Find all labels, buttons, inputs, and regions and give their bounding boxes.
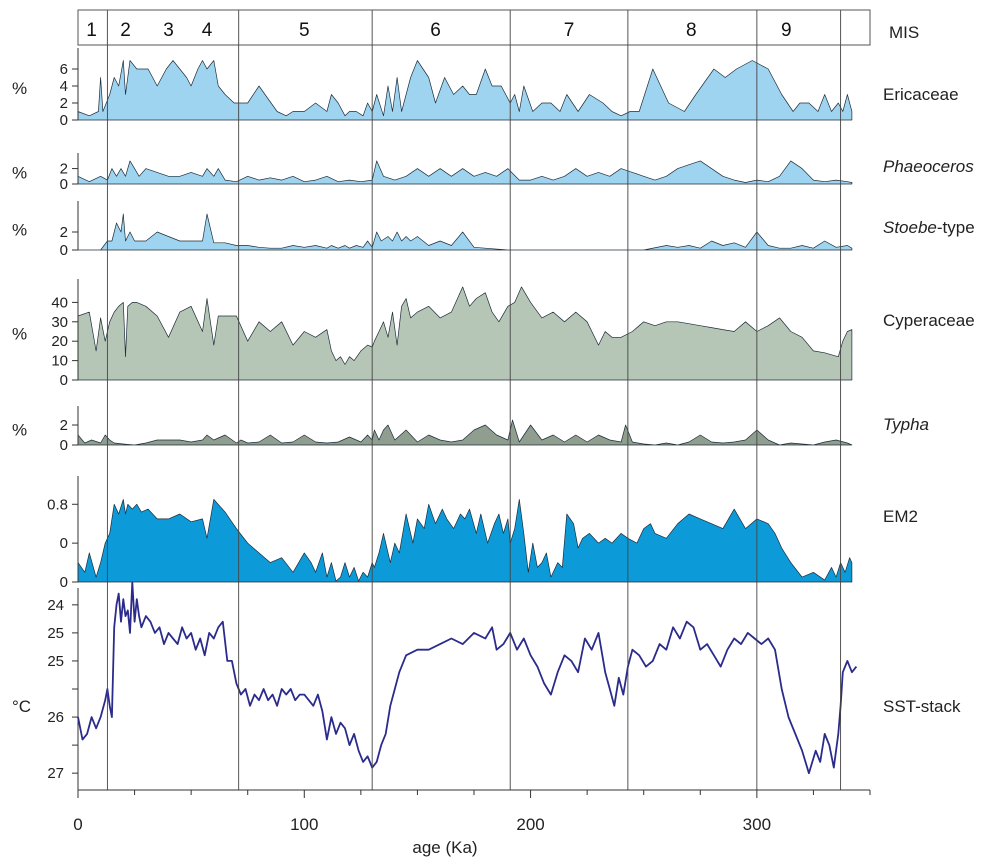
x-tick-label: 300 xyxy=(743,815,771,834)
y-tick-label: 0 xyxy=(60,176,68,193)
mis-stage-label: 8 xyxy=(686,20,697,41)
series-area xyxy=(77,286,853,381)
mis-band-frame xyxy=(77,9,871,46)
panel-em2: 0 0 0.8 EM2 xyxy=(47,476,918,591)
mis-band: 1 2 3 4 5 6 7 8 9 xyxy=(77,9,871,46)
y-unit-label: % xyxy=(12,164,27,183)
series-area xyxy=(77,160,853,185)
series-area xyxy=(77,499,853,583)
panel-label: SST-stack xyxy=(883,697,961,716)
sst-panel: 24 25 25 26 27 °C SST-stack xyxy=(12,581,961,790)
mis-stage-label: 3 xyxy=(163,20,174,41)
y-tick-label: 0.8 xyxy=(47,496,68,513)
mis-boundary-lines xyxy=(106,45,842,790)
panel-phaeoceros: 02% Phaeoceros xyxy=(12,153,974,193)
y-tick-label: 25 xyxy=(47,625,64,642)
mis-stage-label: 4 xyxy=(202,20,213,41)
y-tick-label: 24 xyxy=(47,597,64,614)
x-axis-label: age (Ka) xyxy=(412,838,477,857)
y-tick-label: 25 xyxy=(47,653,64,670)
panel-label: Phaeoceros xyxy=(883,157,974,176)
y-tick-label: 10 xyxy=(51,353,68,370)
series-area xyxy=(77,419,853,446)
y-tick-label: 0 xyxy=(60,535,68,552)
x-tick-label: 100 xyxy=(290,815,318,834)
y-unit-label: % xyxy=(12,325,27,344)
panel-label: EM2 xyxy=(883,507,918,526)
y-tick-label: 0 xyxy=(60,242,68,259)
mis-stage-label: 9 xyxy=(781,20,792,41)
y-tick-label: 0 xyxy=(60,437,68,454)
y-tick-label: 0 xyxy=(60,372,68,389)
mis-header: MIS xyxy=(889,23,919,42)
y-tick-label: 26 xyxy=(47,709,64,726)
panel-label-name: Cyperaceae xyxy=(883,311,975,330)
panel-label: Cyperaceae xyxy=(883,311,975,330)
y-tick-label: 0 xyxy=(60,112,68,129)
y-unit-label: °C xyxy=(12,697,31,716)
panel-label-suffix: -type xyxy=(937,218,975,237)
y-tick-label: 20 xyxy=(51,333,68,350)
panel-label: Ericaceae xyxy=(883,85,959,104)
panel-typha: 0 2% Typha xyxy=(12,406,929,454)
y-tick-label: 2 xyxy=(60,95,68,112)
x-tick-label: 200 xyxy=(516,815,544,834)
series-area xyxy=(77,213,853,251)
y-tick-label: 2 xyxy=(60,224,68,241)
y-tick-label: 0 xyxy=(60,574,68,591)
y-tick-label: 40 xyxy=(51,294,68,311)
series-area xyxy=(77,60,853,121)
y-unit-label: % xyxy=(12,421,27,440)
panel-label-name: EM2 xyxy=(883,507,918,526)
y-tick-label: 2 xyxy=(60,161,68,178)
mis-stage-label: 5 xyxy=(299,20,310,41)
y-tick-label: 4 xyxy=(60,78,68,95)
panel-label-name: Typha xyxy=(883,415,929,434)
mis-stage-label: 1 xyxy=(86,20,97,41)
y-tick-label: 27 xyxy=(47,765,64,782)
y-tick-label: 30 xyxy=(51,314,68,331)
panel-label-name: Stoebe xyxy=(883,218,937,237)
panel-cyperaceae: 0 10 20 30 40% Cyperaceae xyxy=(12,279,975,389)
panel-label-name: Phaeoceros xyxy=(883,157,974,176)
panel-stoebe: 02% Stoebe-type xyxy=(12,201,975,259)
mis-stage-label: 2 xyxy=(120,20,131,41)
y-unit-label: % xyxy=(12,221,27,240)
x-tick-label: 0 xyxy=(73,815,82,834)
panel-label: Stoebe-type xyxy=(883,218,975,237)
panel-label-name: Ericaceae xyxy=(883,85,959,104)
y-unit-label: % xyxy=(12,79,27,98)
y-tick-label: 2 xyxy=(60,417,68,434)
mis-stage-label: 7 xyxy=(564,20,575,41)
panel-label: Typha xyxy=(883,415,929,434)
x-axis: 0 100 200 300 xyxy=(73,789,871,834)
sst-line xyxy=(77,581,858,775)
mis-stage-label: 6 xyxy=(430,20,441,41)
y-tick-label: 6 xyxy=(60,61,68,78)
